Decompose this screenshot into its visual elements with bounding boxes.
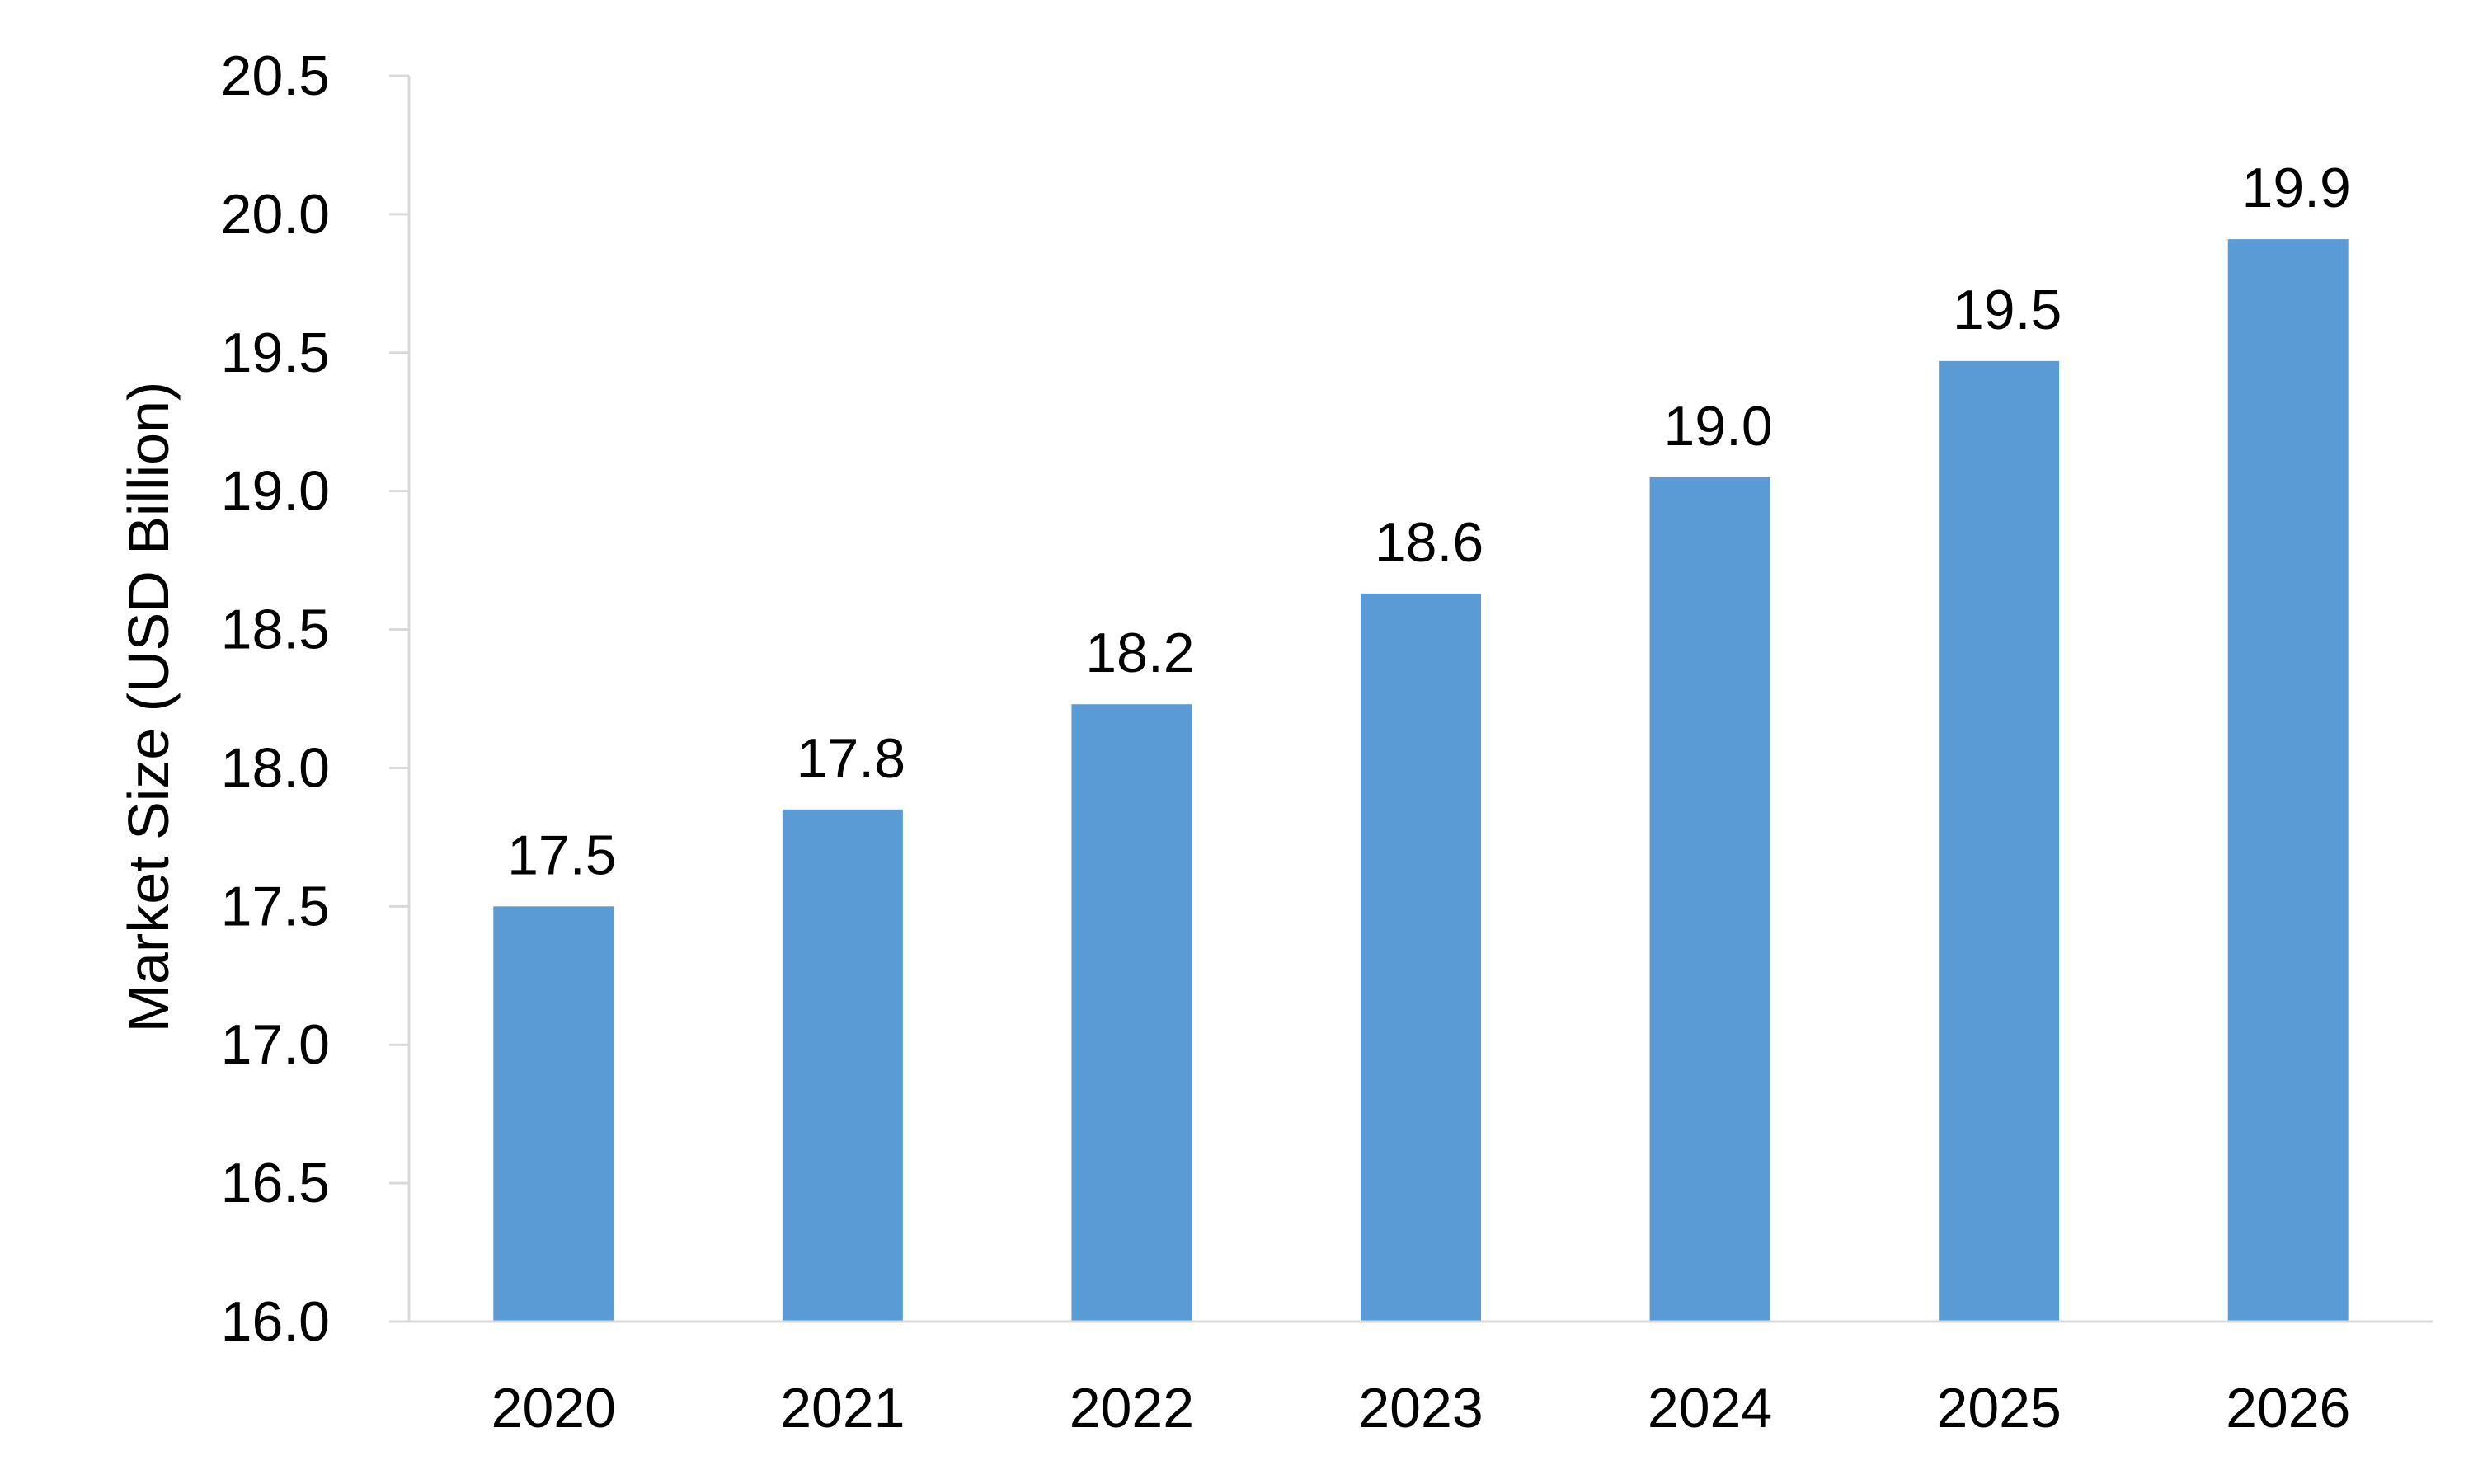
data-label-2026: 19.9: [2242, 157, 2351, 219]
bar-2021: [782, 809, 903, 1322]
x-category-label-2021: 2021: [780, 1377, 905, 1439]
x-category-label-2022: 2022: [1070, 1377, 1194, 1439]
data-label-2022: 18.2: [1085, 622, 1194, 684]
x-category-label-2023: 2023: [1358, 1377, 1483, 1439]
y-tick-label: 17.5: [221, 875, 330, 937]
y-tick-label: 20.5: [221, 45, 330, 107]
data-label-2024: 19.0: [1663, 395, 1772, 458]
x-category-label-2026: 2026: [2226, 1377, 2350, 1439]
x-category-label-2020: 2020: [491, 1377, 616, 1439]
y-axis-title: Market Size (USD Billion): [116, 382, 181, 1033]
data-label-2021: 17.8: [797, 727, 905, 790]
y-tick-label: 16.5: [221, 1152, 330, 1214]
y-tick-label: 16.0: [221, 1290, 330, 1353]
data-labels: 17.5 17.8 18.2 18.6 19.0 19.5 19.9: [507, 157, 2351, 886]
bar-2025: [1939, 360, 2060, 1322]
bar-2023: [1361, 593, 1481, 1322]
x-category-label-2025: 2025: [1937, 1377, 2062, 1439]
bars: [493, 239, 2349, 1322]
y-tick-label: 20.0: [221, 183, 330, 246]
bar-2024: [1649, 477, 1770, 1322]
y-tick-label: 18.0: [221, 736, 330, 799]
data-label-2020: 17.5: [507, 824, 616, 886]
bar-2020: [493, 906, 614, 1322]
bar-2026: [2227, 239, 2349, 1322]
y-tick-label: 18.5: [221, 599, 330, 661]
y-tick-label: 17.0: [221, 1013, 330, 1076]
bar-2022: [1071, 704, 1192, 1322]
y-axis-ticks: 16.0 16.5 17.0 17.5 18.0 18.5 19.0 19.5 20.0 20.5: [221, 45, 409, 1353]
x-axis-labels: 2020 2021 2022 2023 2024 2025 2026: [491, 1377, 2351, 1439]
data-label-2023: 18.6: [1375, 511, 1483, 574]
x-category-label-2024: 2024: [1648, 1377, 1772, 1439]
y-tick-label: 19.5: [221, 322, 330, 384]
data-label-2025: 19.5: [1953, 279, 2062, 341]
y-tick-label: 19.0: [221, 460, 330, 523]
